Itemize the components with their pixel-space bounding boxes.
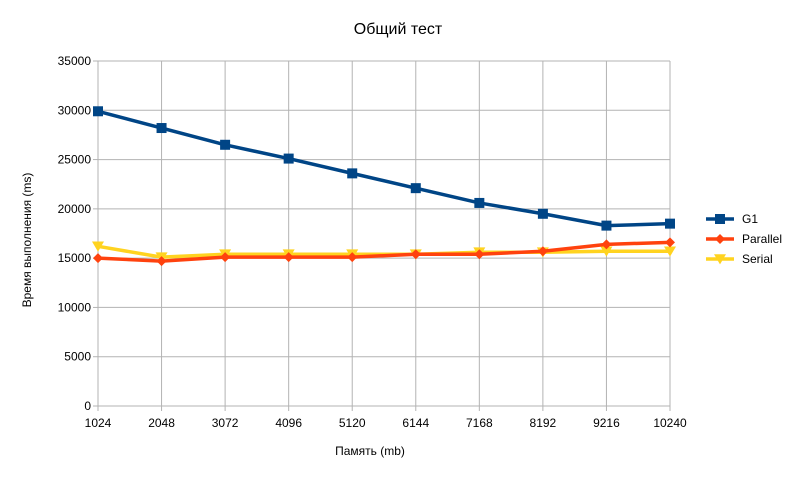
legend-item-parallel: Parallel [706,232,782,246]
data-point-parallel [410,249,421,260]
y-tick-label: 0 [84,399,91,413]
x-tick-label: 6144 [402,416,429,430]
y-tick-label: 15000 [58,251,92,265]
data-point-g1 [220,139,231,150]
data-point-g1 [93,106,103,117]
legend-marker-parallel [715,234,725,244]
legend: G1 Parallel Serial [706,212,782,266]
data-point-g1 [665,218,675,229]
series-line-g1 [97,109,671,228]
legend-marker-g1 [715,214,725,224]
x-tick-label: 5120 [339,416,366,430]
x-tick-label: 10240 [653,416,687,430]
series-layer [92,106,676,267]
data-point-parallel [347,252,358,263]
y-tick-label: 20000 [58,202,92,216]
data-point-serial [92,241,104,252]
x-tick-label: 4096 [275,416,302,430]
data-point-parallel [537,246,548,257]
y-axis-label: Время выполнения (ms) [20,173,34,308]
axes: 0 5000 10000 15000 20000 25000 30000 35000 1024 2… [58,54,687,430]
data-point-serial [664,246,676,257]
y-tick-label: 35000 [58,54,92,68]
legend-item-g1: G1 [706,212,758,226]
x-tick-label: 7168 [466,416,493,430]
x-tick-label: 2048 [148,416,175,430]
data-point-g1 [537,208,548,219]
data-point-g1 [283,153,294,164]
data-point-parallel [283,252,294,263]
x-tick-label: 1024 [85,416,112,430]
x-axis-label: Память (mb) [335,444,405,458]
data-point-parallel [93,253,103,264]
y-tick-label: 30000 [58,103,92,117]
data-point-parallel [156,256,167,267]
legend-label-g1: G1 [742,212,758,226]
series-line-parallel [97,240,671,263]
series-g1 [93,106,675,231]
chart-title: Общий тест [354,21,443,38]
legend-item-serial: Serial [706,252,773,266]
data-point-parallel [474,249,485,260]
data-point-g1 [410,183,421,194]
legend-label-serial: Serial [742,252,773,266]
y-tick-label: 5000 [64,350,91,364]
data-point-g1 [474,197,485,208]
y-tick-label: 25000 [58,153,92,167]
y-tick-label: 10000 [58,300,92,314]
grid [97,60,671,407]
data-point-parallel [665,237,675,248]
data-point-g1 [347,168,358,179]
data-point-g1 [156,123,167,134]
series-parallel [93,237,675,267]
legend-label-parallel: Parallel [742,232,782,246]
x-tick-label: 8192 [530,416,557,430]
legend-marker-serial [714,254,726,265]
x-tick-label: 3072 [212,416,239,430]
data-point-parallel [220,252,231,263]
data-point-g1 [601,220,612,231]
x-tick-label: 9216 [593,416,620,430]
data-point-parallel [601,239,612,250]
data-point-serial [600,246,613,257]
